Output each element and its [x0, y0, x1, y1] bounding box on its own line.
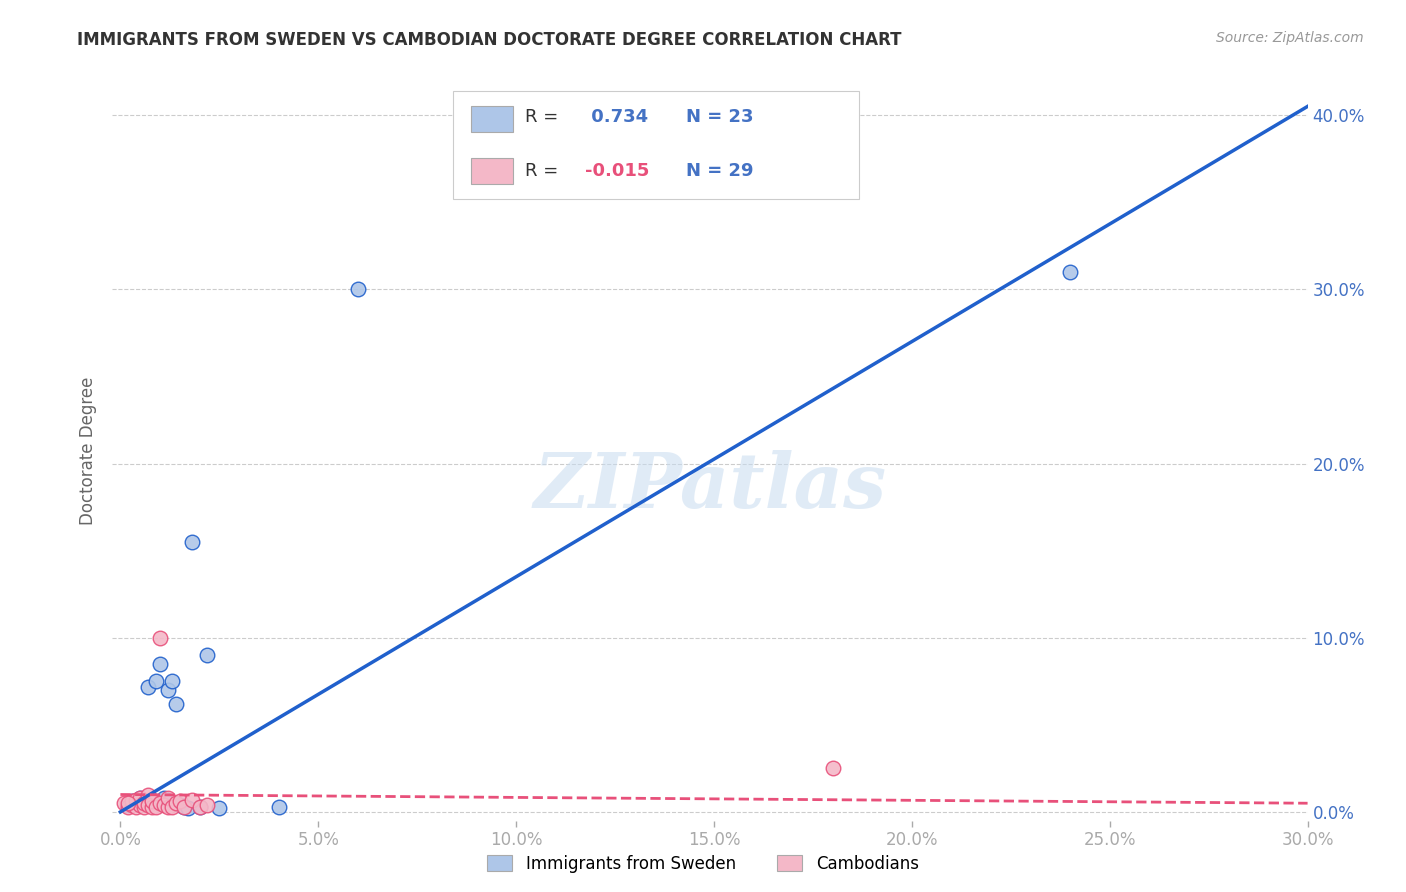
FancyBboxPatch shape — [471, 158, 513, 184]
Point — [129, 791, 152, 805]
Text: N = 29: N = 29 — [686, 162, 754, 180]
Text: N = 23: N = 23 — [686, 108, 754, 127]
Point — [136, 788, 159, 802]
Point — [180, 793, 202, 807]
Point — [121, 795, 143, 809]
Point — [1059, 265, 1081, 279]
Point — [160, 799, 183, 814]
Point — [165, 796, 187, 810]
Point — [145, 799, 167, 814]
Point — [117, 796, 139, 810]
Point — [156, 683, 179, 698]
Point — [134, 799, 156, 814]
Point — [165, 697, 187, 711]
Text: R =: R = — [524, 162, 564, 180]
Point — [156, 799, 179, 814]
Point — [141, 795, 163, 809]
Point — [125, 796, 148, 810]
Point — [121, 795, 143, 809]
Point — [134, 796, 156, 810]
Point — [125, 799, 148, 814]
Point — [149, 796, 172, 810]
Point — [188, 799, 211, 814]
Point — [125, 793, 148, 807]
Point — [821, 761, 844, 775]
Point — [208, 801, 231, 815]
Point — [112, 796, 135, 810]
Point — [149, 657, 172, 671]
Text: -0.015: -0.015 — [585, 162, 650, 180]
Point — [141, 799, 163, 814]
Point — [129, 791, 152, 805]
Point — [169, 795, 191, 809]
Point — [267, 799, 290, 814]
Point — [117, 799, 139, 814]
Point — [173, 799, 195, 814]
Point — [149, 631, 172, 645]
FancyBboxPatch shape — [471, 106, 513, 132]
Point — [141, 793, 163, 807]
Point — [180, 535, 202, 549]
Point — [136, 680, 159, 694]
Point — [176, 801, 198, 815]
Point — [153, 797, 176, 812]
FancyBboxPatch shape — [453, 91, 859, 199]
Point — [134, 795, 156, 809]
Text: 0.734: 0.734 — [585, 108, 648, 127]
Point — [188, 799, 211, 814]
Point — [173, 799, 195, 814]
Point — [160, 674, 183, 689]
Point — [129, 797, 152, 812]
Point — [169, 797, 191, 812]
Text: R =: R = — [524, 108, 564, 127]
Point — [197, 797, 219, 812]
Point — [347, 282, 370, 296]
Point — [121, 797, 143, 812]
Point — [153, 791, 176, 805]
Point — [156, 791, 179, 805]
Y-axis label: Doctorate Degree: Doctorate Degree — [79, 376, 97, 524]
Text: ZIPatlas: ZIPatlas — [533, 450, 887, 524]
Point — [117, 797, 139, 812]
Legend: Immigrants from Sweden, Cambodians: Immigrants from Sweden, Cambodians — [481, 848, 925, 880]
Text: Source: ZipAtlas.com: Source: ZipAtlas.com — [1216, 31, 1364, 45]
Text: IMMIGRANTS FROM SWEDEN VS CAMBODIAN DOCTORATE DEGREE CORRELATION CHART: IMMIGRANTS FROM SWEDEN VS CAMBODIAN DOCT… — [77, 31, 901, 49]
Point — [136, 797, 159, 812]
Point — [197, 648, 219, 662]
Point — [145, 674, 167, 689]
